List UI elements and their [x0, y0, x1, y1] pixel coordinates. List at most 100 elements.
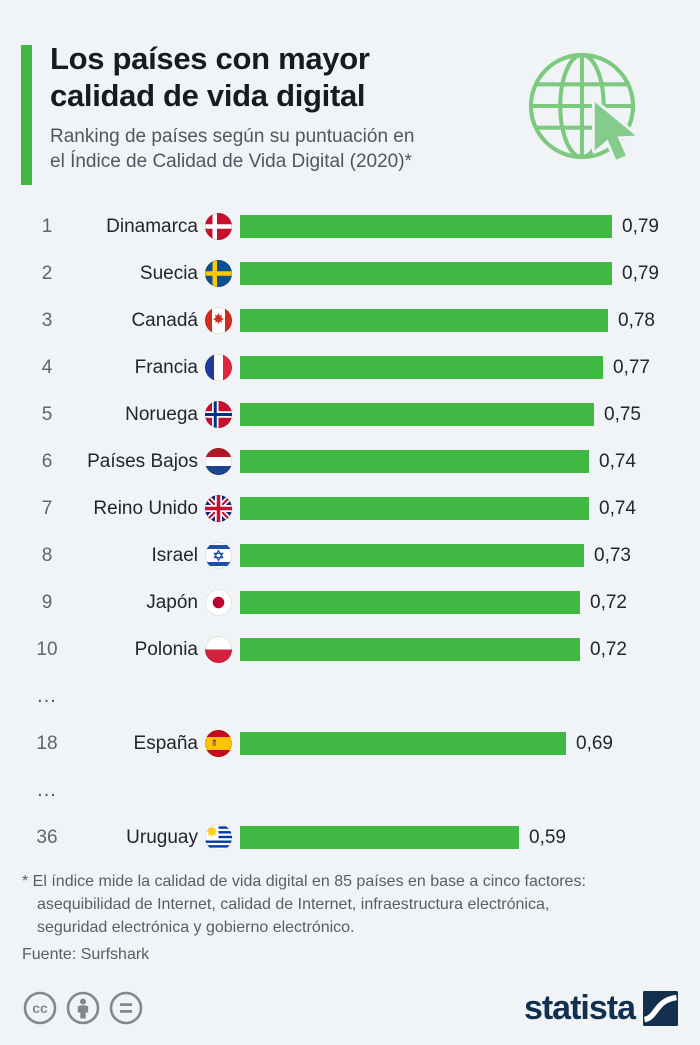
- flag-uruguay-icon: [205, 824, 232, 851]
- statista-wordmark: statista: [523, 988, 636, 1027]
- country-label: Canadá: [131, 309, 198, 331]
- chart-row-france: 4 Francia 0,77: [0, 344, 700, 391]
- rank-label: 8: [41, 544, 53, 566]
- value-label: 0,72: [590, 591, 627, 613]
- footnote-line3: seguridad electrónica y gobierno electró…: [37, 919, 355, 936]
- chart-row-united-kingdom: 7 Reino Unido 0,74: [0, 485, 700, 532]
- chart-row-canada: 3 Canadá 0,78: [0, 297, 700, 344]
- country-label: Uruguay: [126, 826, 198, 848]
- bottom-bar: cc statista: [22, 987, 678, 1029]
- value-label: 0,77: [613, 356, 650, 378]
- rank-label: 2: [41, 262, 53, 284]
- flag-denmark-icon: [205, 213, 232, 240]
- flag-poland-icon: [205, 636, 232, 663]
- chart-row-norway: 5 Noruega 0,75: [0, 391, 700, 438]
- value-bar: [240, 732, 566, 755]
- rank-label: 3: [41, 309, 53, 331]
- value-label: 0,69: [576, 732, 613, 754]
- bar-chart: 1 Dinamarca 0,79 2 Suecia 0,79 3 Canadá: [0, 203, 700, 861]
- rank-label: 5: [41, 403, 53, 425]
- no-derivatives-icon[interactable]: [108, 990, 144, 1026]
- flag-sweden-icon: [205, 260, 232, 287]
- country-label: España: [133, 732, 198, 754]
- value-bar: [240, 262, 612, 285]
- license-icons: cc: [22, 990, 144, 1026]
- value-bar: [240, 356, 603, 379]
- rank-label: 7: [41, 497, 53, 519]
- value-bar: [240, 450, 589, 473]
- value-label: 0,74: [599, 497, 636, 519]
- flag-netherlands-icon: [205, 448, 232, 475]
- flag-spain-icon: [205, 730, 232, 757]
- page-subtitle-line1: Ranking de países según su puntuación en: [50, 126, 415, 147]
- value-bar: [240, 638, 580, 661]
- value-bar: [240, 591, 580, 614]
- country-label: Polonia: [134, 638, 198, 660]
- country-label: Israel: [151, 544, 198, 566]
- value-bar: [240, 497, 589, 520]
- chart-row-netherlands: 6 Países Bajos 0,74: [0, 438, 700, 485]
- rank-label: 18: [36, 732, 58, 754]
- flag-norway-icon: [205, 401, 232, 428]
- chart-row-spain: 18 España 0,69: [0, 720, 700, 767]
- chart-row-israel: 8 Israel 0,73: [0, 532, 700, 579]
- page-subtitle: Ranking de países según su puntuación en…: [50, 124, 520, 174]
- rank-label: 9: [41, 591, 53, 613]
- page-title-line1: Los países con mayor: [50, 41, 370, 76]
- value-bar: [240, 309, 608, 332]
- globe-cursor-icon: [522, 46, 656, 180]
- footnote-line1: * El índice mide la calidad de vida digi…: [22, 873, 586, 890]
- value-label: 0,59: [529, 826, 566, 848]
- attribution-person-icon[interactable]: [65, 990, 101, 1026]
- country-label: Francia: [134, 356, 198, 378]
- chart-row-denmark: 1 Dinamarca 0,79: [0, 203, 700, 250]
- value-bar: [240, 826, 519, 849]
- value-label: 0,78: [618, 309, 655, 331]
- rank-label: 1: [41, 215, 53, 237]
- mouse-cursor-icon: [591, 99, 639, 163]
- rank-label: 10: [36, 638, 58, 660]
- page-title: Los países con mayor calidad de vida dig…: [50, 40, 520, 114]
- country-label: Suecia: [139, 262, 198, 284]
- value-label: 0,75: [604, 403, 641, 425]
- page-title-line2: calidad de vida digital: [50, 78, 366, 113]
- flag-france-icon: [205, 354, 232, 381]
- country-label: Dinamarca: [106, 215, 198, 237]
- value-bar: [240, 544, 584, 567]
- chart-row-uruguay: 36 Uruguay 0,59: [0, 814, 700, 861]
- value-bar: [240, 403, 594, 426]
- flag-canada-icon: [205, 307, 232, 334]
- rank-label: 6: [41, 450, 53, 472]
- ellipsis-row: ...: [0, 767, 700, 814]
- country-label: Reino Unido: [93, 497, 198, 519]
- flag-japan-icon: [205, 589, 232, 616]
- country-label: Noruega: [125, 403, 198, 425]
- ellipsis-row: ...: [0, 673, 700, 720]
- value-label: 0,73: [594, 544, 631, 566]
- ellipsis-label: ...: [37, 779, 57, 801]
- value-bar: [240, 215, 612, 238]
- chart-row-poland: 10 Polonia 0,72: [0, 626, 700, 673]
- page-subtitle-line2: el Índice de Calidad de Vida Digital (20…: [50, 151, 412, 172]
- value-label: 0,79: [622, 262, 659, 284]
- statista-logo-mark: [643, 990, 678, 1026]
- statista-logo[interactable]: statista: [524, 989, 678, 1028]
- country-label: Países Bajos: [87, 450, 198, 472]
- rank-label: 36: [36, 826, 58, 848]
- value-label: 0,79: [622, 215, 659, 237]
- creative-commons-icon[interactable]: cc: [22, 990, 58, 1026]
- chart-row-sweden: 2 Suecia 0,79: [0, 250, 700, 297]
- chart-row-japan: 9 Japón 0,72: [0, 579, 700, 626]
- rank-label: 4: [41, 356, 53, 378]
- source-label: Fuente: Surfshark: [22, 946, 150, 963]
- value-label: 0,72: [590, 638, 627, 660]
- footnote: * El índice mide la calidad de vida digi…: [22, 870, 586, 966]
- value-label: 0,74: [599, 450, 636, 472]
- title-accent-bar: [21, 45, 32, 185]
- flag-israel-icon: [205, 542, 232, 569]
- footnote-line2: asequibilidad de Internet, calidad de In…: [37, 896, 550, 913]
- flag-united-kingdom-icon: [205, 495, 232, 522]
- svg-text:cc: cc: [32, 1000, 48, 1016]
- country-label: Japón: [146, 591, 198, 613]
- ellipsis-label: ...: [37, 685, 57, 707]
